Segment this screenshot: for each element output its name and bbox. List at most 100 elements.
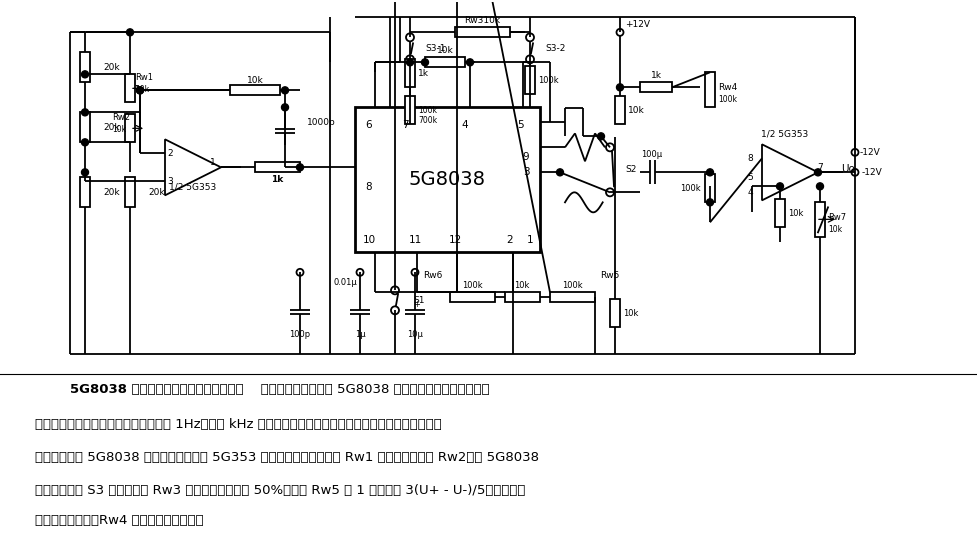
Text: 100p: 100p	[289, 330, 311, 339]
Circle shape	[705, 169, 713, 176]
Circle shape	[137, 87, 144, 94]
Text: S3-2: S3-2	[544, 44, 565, 53]
Circle shape	[405, 55, 413, 64]
Circle shape	[296, 269, 303, 276]
Text: 10k: 10k	[246, 76, 263, 85]
Text: 5G8038 组成的多量程多功能信号发生器: 5G8038 组成的多量程多功能信号发生器	[70, 383, 243, 396]
Circle shape	[816, 183, 823, 190]
Text: 10k: 10k	[622, 309, 638, 318]
Text: 1: 1	[210, 158, 216, 167]
Text: 100k: 100k	[717, 95, 737, 104]
Bar	[125, 115, 135, 142]
Bar	[404, 96, 414, 124]
Bar	[704, 72, 714, 108]
Bar	[615, 96, 624, 124]
Text: 100k: 100k	[562, 281, 582, 290]
Bar	[80, 52, 90, 83]
Circle shape	[391, 286, 399, 294]
Text: 7: 7	[817, 163, 822, 172]
Text: 1k: 1k	[417, 69, 429, 78]
Text: 10k: 10k	[514, 281, 530, 290]
Text: +: +	[413, 300, 420, 309]
Circle shape	[81, 109, 88, 116]
Text: 起振。将开关 S3 断开，调节 Rw3 使方波的占空比为 50%，调节 Rw5 使 1 端电压为 3(U+ - U-)/5，可得较理: 起振。将开关 S3 断开，调节 Rw3 使方波的占空比为 50%，调节 Rw5 …	[35, 484, 525, 497]
Text: 1/2 5G353: 1/2 5G353	[169, 183, 216, 192]
Text: Rw310k: Rw310k	[464, 16, 500, 25]
Text: S3-1: S3-1	[425, 44, 446, 53]
Text: 10k: 10k	[135, 85, 149, 94]
Circle shape	[281, 87, 288, 94]
Text: 1/2 5G353: 1/2 5G353	[761, 130, 808, 139]
Circle shape	[406, 59, 413, 66]
Text: 100k: 100k	[537, 76, 558, 85]
Bar	[449, 292, 494, 302]
Text: -12V: -12V	[861, 168, 882, 177]
Text: 输出信号可从 5G8038 高阻输出，也可从 5G353 低阻输出。通电后，将 Rw1 调到低端，再调 Rw2，使 5G8038: 输出信号可从 5G8038 高阻输出，也可从 5G353 低阻输出。通电后，将 …	[35, 451, 538, 464]
Text: 20k: 20k	[148, 188, 164, 197]
Text: 0.01µ: 0.01µ	[333, 278, 357, 287]
Bar	[454, 27, 509, 37]
Text: 3: 3	[167, 177, 173, 186]
Circle shape	[606, 143, 614, 151]
Circle shape	[405, 33, 413, 41]
Circle shape	[851, 169, 858, 176]
Text: 想的正弦波输出，Rw4 为低频端线性校正。: 想的正弦波输出，Rw4 为低频端线性校正。	[35, 514, 203, 527]
Circle shape	[81, 169, 88, 176]
Text: 7: 7	[402, 121, 407, 130]
Text: 10µ: 10µ	[406, 330, 422, 339]
Text: 20k: 20k	[103, 63, 119, 72]
Circle shape	[556, 169, 563, 176]
Text: 10k: 10k	[828, 225, 841, 234]
Text: 4: 4	[746, 188, 752, 197]
Circle shape	[81, 139, 88, 146]
Text: Rw5: Rw5	[599, 271, 618, 280]
Circle shape	[421, 59, 428, 66]
Circle shape	[281, 104, 288, 111]
Text: 8: 8	[746, 154, 752, 163]
Text: 5G8038: 5G8038	[408, 171, 486, 190]
Text: 10k: 10k	[787, 209, 802, 218]
Circle shape	[814, 169, 821, 176]
Text: 1k: 1k	[271, 175, 283, 184]
Text: 9: 9	[522, 153, 529, 162]
Text: 4: 4	[461, 121, 468, 130]
Bar	[80, 112, 90, 142]
Circle shape	[851, 149, 858, 156]
Text: 20k: 20k	[103, 123, 119, 132]
Circle shape	[616, 84, 623, 91]
Text: 700k: 700k	[417, 116, 437, 125]
Text: 1: 1	[527, 235, 532, 245]
Text: 100k: 100k	[462, 281, 483, 290]
Circle shape	[776, 183, 783, 190]
Bar	[774, 199, 785, 228]
Circle shape	[526, 33, 533, 41]
Text: Uo: Uo	[840, 165, 854, 174]
Bar	[80, 178, 90, 207]
Text: -12V: -12V	[859, 148, 880, 157]
Text: 2: 2	[167, 149, 173, 158]
Text: 8: 8	[365, 182, 372, 192]
Bar	[230, 85, 279, 96]
Bar	[355, 108, 539, 252]
Text: 10k: 10k	[112, 125, 126, 134]
Text: 3: 3	[522, 167, 529, 178]
Bar	[125, 74, 135, 102]
Bar	[639, 83, 671, 92]
Circle shape	[526, 55, 533, 64]
Text: 1k: 1k	[650, 71, 660, 80]
Text: 1000p: 1000p	[307, 118, 335, 127]
Bar	[610, 299, 619, 327]
Text: Rw2: Rw2	[112, 113, 130, 122]
Bar	[549, 292, 594, 302]
Circle shape	[126, 29, 134, 36]
Circle shape	[81, 71, 88, 78]
Text: Rw6: Rw6	[422, 271, 442, 280]
Text: 10k: 10k	[627, 106, 644, 115]
Circle shape	[296, 164, 303, 171]
Bar	[404, 59, 414, 87]
Circle shape	[616, 29, 623, 36]
Circle shape	[411, 269, 418, 276]
Text: 2: 2	[506, 235, 513, 245]
Bar	[425, 58, 464, 67]
Text: 100µ: 100µ	[641, 150, 661, 159]
